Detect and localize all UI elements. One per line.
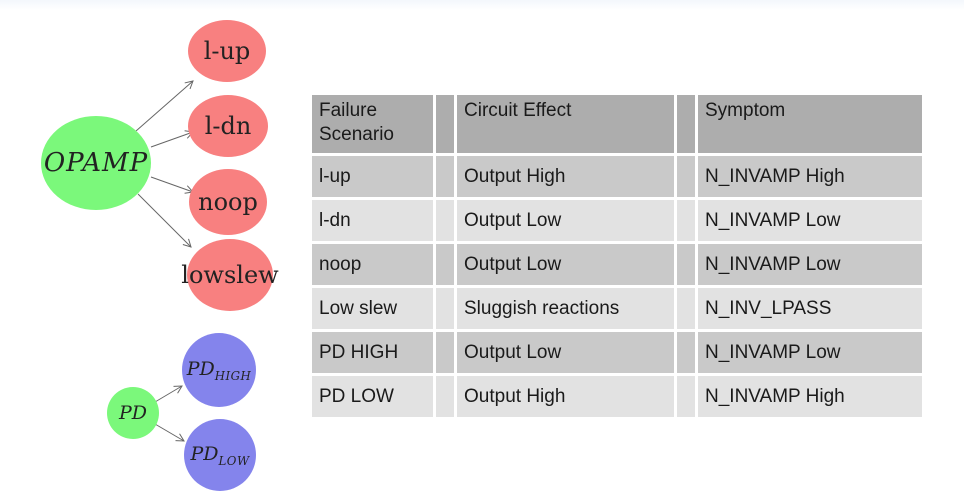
cell-spacer [436, 244, 454, 285]
edge-opamp-ldn [150, 130, 195, 148]
node-pd-high-label: PDHIGH [186, 357, 252, 383]
table-row: PD LOW Output High N_INVAMP High [312, 376, 922, 417]
cell-spacer [677, 332, 695, 373]
cell-spacer [436, 200, 454, 241]
failure-scenario-table: Failure Scenario Circuit Effect Symptom … [309, 92, 925, 420]
node-l-dn-label: l-dn [204, 112, 252, 140]
cell-effect: Output Low [457, 244, 674, 285]
cell-effect: Output Low [457, 200, 674, 241]
node-l-dn: l-dn [188, 95, 268, 157]
node-lowslew-label: lowslew [181, 261, 279, 289]
cell-symptom: N_INVAMP Low [698, 200, 922, 241]
cell-symptom: N_INVAMP High [698, 156, 922, 197]
cell-effect: Output Low [457, 332, 674, 373]
cell-spacer [677, 156, 695, 197]
node-pd-high: PDHIGH [182, 333, 256, 407]
node-pd-low: PDLOW [184, 419, 256, 491]
table-row: PD HIGH Output Low N_INVAMP Low [312, 332, 922, 373]
cell-symptom: N_INVAMP Low [698, 244, 922, 285]
table-header-row: Failure Scenario Circuit Effect Symptom [312, 95, 922, 153]
node-pd-label: PD [118, 402, 148, 424]
node-opamp-label: OPAMP [43, 148, 149, 178]
cell-symptom: N_INVAMP Low [698, 332, 922, 373]
cell-scenario: l-up [312, 156, 433, 197]
table-row: l-dn Output Low N_INVAMP Low [312, 200, 922, 241]
cell-effect: Output High [457, 156, 674, 197]
edge-opamp-noop [150, 176, 195, 194]
node-opamp: OPAMP [41, 116, 151, 210]
node-l-up-label: l-up [203, 37, 251, 65]
edge-pd-pdlow [154, 423, 185, 442]
cell-scenario: PD LOW [312, 376, 433, 417]
cell-spacer [436, 332, 454, 373]
header-spacer-1 [436, 95, 454, 153]
edge-opamp-lowslew [137, 193, 192, 248]
cell-spacer [677, 200, 695, 241]
cell-scenario: PD HIGH [312, 332, 433, 373]
header-failure-scenario: Failure Scenario [312, 95, 433, 153]
cell-spacer [677, 244, 695, 285]
node-pd: PD [107, 387, 159, 439]
edge-opamp-lup [135, 80, 194, 132]
node-noop: noop [189, 169, 267, 235]
table-row: noop Output Low N_INVAMP Low [312, 244, 922, 285]
cell-scenario: l-dn [312, 200, 433, 241]
top-edge-tint [0, 0, 964, 10]
table-row: l-up Output High N_INVAMP High [312, 156, 922, 197]
node-noop-label: noop [198, 188, 258, 216]
cell-spacer [677, 376, 695, 417]
header-symptom: Symptom [698, 95, 922, 153]
cell-symptom: N_INV_LPASS [698, 288, 922, 329]
node-lowslew: lowslew [181, 239, 279, 311]
node-pd-low-label: PDLOW [190, 442, 250, 468]
cell-scenario: noop [312, 244, 433, 285]
cell-spacer [436, 376, 454, 417]
table-row: Low slew Sluggish reactions N_INV_LPASS [312, 288, 922, 329]
header-circuit-effect: Circuit Effect [457, 95, 674, 153]
cell-effect: Sluggish reactions [457, 288, 674, 329]
cell-scenario: Low slew [312, 288, 433, 329]
cell-spacer [677, 288, 695, 329]
node-l-up: l-up [188, 20, 266, 82]
cell-spacer [436, 288, 454, 329]
edge-pd-pdhigh [154, 385, 183, 403]
header-spacer-2 [677, 95, 695, 153]
cell-spacer [436, 156, 454, 197]
cell-symptom: N_INVAMP High [698, 376, 922, 417]
cell-effect: Output High [457, 376, 674, 417]
